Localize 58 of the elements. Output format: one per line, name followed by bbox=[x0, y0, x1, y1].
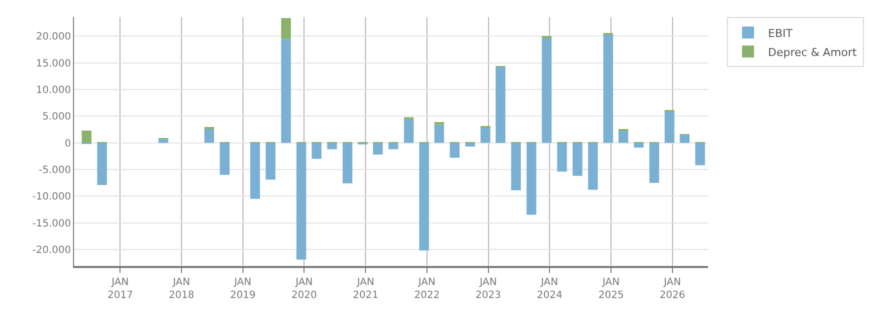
x-tick-label: JAN 2020 bbox=[291, 277, 317, 301]
bar bbox=[404, 120, 414, 143]
bar bbox=[695, 142, 705, 166]
bar bbox=[250, 142, 260, 199]
bar bbox=[342, 142, 352, 184]
bar bbox=[373, 142, 383, 155]
bar bbox=[680, 134, 690, 143]
bar bbox=[419, 142, 429, 251]
bar bbox=[204, 128, 214, 143]
bar bbox=[588, 142, 598, 190]
y-tick-label: 15.000 bbox=[36, 58, 71, 70]
x-tick-label: JAN 2022 bbox=[414, 277, 440, 301]
bar bbox=[664, 111, 674, 143]
bar bbox=[496, 66, 506, 143]
y-tick-label: -5.000 bbox=[38, 164, 71, 176]
legend-label: EBIT bbox=[768, 26, 793, 40]
x-tick-label: JAN 2019 bbox=[230, 277, 256, 301]
x-tick-label: JAN 2021 bbox=[352, 277, 378, 301]
legend-label: Deprec & Amort bbox=[768, 46, 858, 59]
bar bbox=[618, 130, 628, 143]
bar bbox=[557, 142, 567, 172]
y-tick-label: 10.000 bbox=[36, 85, 71, 96]
bar bbox=[281, 18, 291, 39]
bar bbox=[649, 142, 660, 183]
y-tick-label: 0 bbox=[64, 138, 71, 150]
y-tick-label: -20.000 bbox=[32, 244, 71, 256]
bar bbox=[388, 142, 398, 150]
bar bbox=[158, 138, 168, 143]
y-tick-label: -10.000 bbox=[32, 192, 71, 203]
bar bbox=[526, 142, 536, 215]
x-tick-label: JAN 2023 bbox=[476, 277, 501, 301]
y-tick-label: 20.000 bbox=[36, 32, 71, 43]
bar bbox=[465, 142, 475, 147]
bar bbox=[511, 142, 521, 190]
y-tick-label: -15.000 bbox=[32, 218, 71, 230]
x-tick-label: JAN 2018 bbox=[168, 277, 194, 301]
x-tick-label: JAN 2026 bbox=[660, 277, 686, 301]
bar bbox=[312, 142, 322, 159]
bar bbox=[434, 122, 444, 125]
bar bbox=[266, 142, 276, 180]
y-tick-label: 5.000 bbox=[42, 112, 71, 123]
bar bbox=[281, 38, 291, 143]
x-tick-label: JAN 2024 bbox=[536, 277, 562, 301]
bar bbox=[450, 142, 460, 158]
bar bbox=[82, 130, 92, 143]
bar bbox=[603, 34, 614, 143]
bar bbox=[634, 142, 644, 148]
bar bbox=[327, 142, 337, 150]
x-tick-label: JAN 2017 bbox=[107, 277, 133, 301]
bar bbox=[572, 142, 582, 176]
bar bbox=[404, 117, 414, 120]
bar bbox=[480, 127, 490, 143]
bar bbox=[97, 142, 107, 185]
bar bbox=[296, 142, 306, 260]
bar bbox=[434, 124, 444, 143]
bar bbox=[220, 142, 230, 175]
bar bbox=[542, 37, 552, 143]
x-tick-label: JAN 2025 bbox=[598, 277, 624, 301]
